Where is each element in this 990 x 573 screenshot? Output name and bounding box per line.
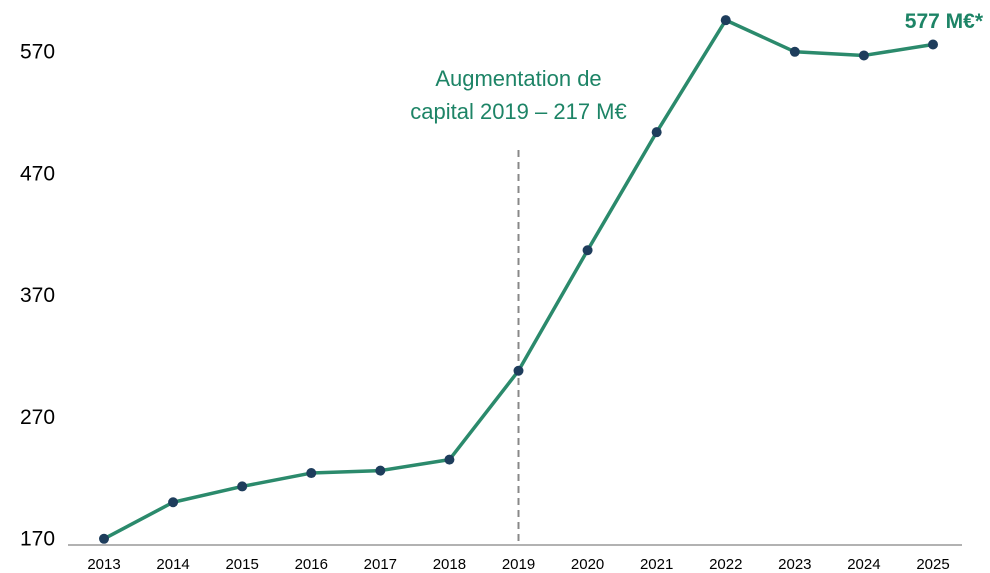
y-tick-label: 370 [20, 284, 55, 307]
x-tick-label: 2019 [502, 556, 535, 573]
x-tick-label: 2020 [571, 556, 604, 573]
y-tick-label: 170 [20, 528, 55, 551]
y-tick-label: 270 [20, 406, 55, 429]
x-tick-label: 2014 [156, 556, 189, 573]
marker [789, 46, 800, 57]
x-tick-label: 2018 [433, 556, 466, 573]
marker [858, 50, 869, 61]
x-tick-label: 2017 [364, 556, 397, 573]
y-tick-label: 470 [20, 162, 55, 185]
marker [928, 39, 938, 50]
marker [306, 468, 317, 479]
annotation: capital 2019 – 217 M€ [410, 99, 627, 124]
x-tick-label: 2016 [295, 556, 328, 573]
marker [444, 454, 455, 465]
marker [513, 365, 524, 376]
marker [720, 15, 731, 26]
value-label: 577 M€* [905, 10, 984, 33]
x-tick-label: 2015 [225, 556, 258, 573]
x-tick-label: 2024 [847, 556, 880, 573]
marker [651, 127, 662, 138]
x-tick-label: 2021 [640, 556, 673, 573]
x-tick-label: 2023 [778, 556, 811, 573]
x-tick-label: 2013 [87, 556, 120, 573]
x-tick-label: 2022 [709, 556, 742, 573]
marker [582, 245, 593, 256]
marker [375, 465, 386, 476]
marker [99, 533, 109, 544]
y-tick-label: 570 [20, 41, 55, 64]
marker [168, 497, 179, 508]
x-tick-label: 2025 [916, 556, 949, 573]
marker [237, 481, 248, 492]
annotation: Augmentation de [435, 66, 601, 91]
